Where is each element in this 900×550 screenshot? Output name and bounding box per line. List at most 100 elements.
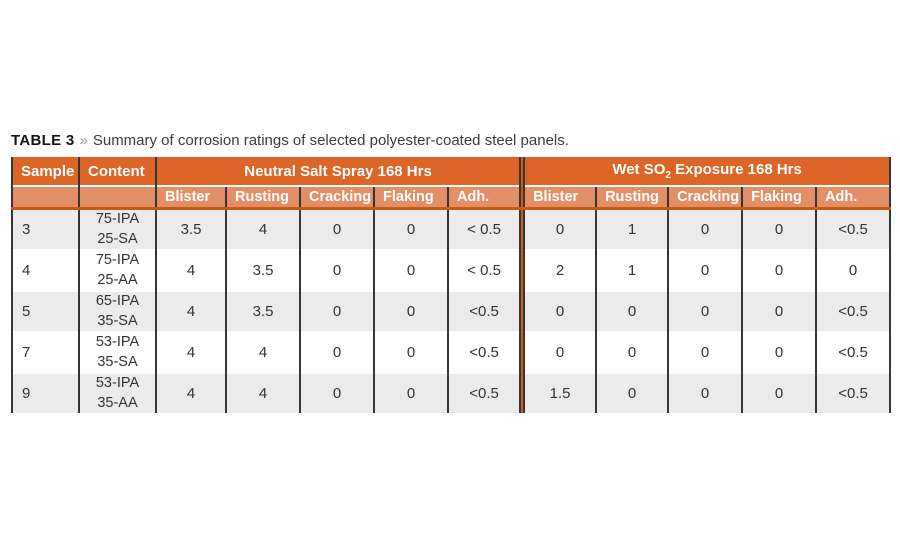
- nss-flaking-cell: 0: [373, 207, 448, 250]
- content-line2: 35-SA: [97, 312, 138, 329]
- wet-so2-prefix: Wet SO: [612, 161, 666, 178]
- nss-rusting-cell: 3.5: [225, 249, 300, 291]
- nss-rusting-cell: 4: [225, 372, 300, 413]
- header-sample-spacer: [11, 185, 79, 210]
- sample-cell: 7: [11, 331, 79, 373]
- content-line2: 35-AA: [97, 394, 138, 411]
- header-so2-adh: Adh.: [815, 185, 892, 210]
- nss-flaking-cell: 0: [373, 249, 448, 291]
- nss-adh-cell: <0.5: [446, 372, 521, 413]
- content-line2: 35-SA: [97, 353, 138, 370]
- header-sample: Sample: [11, 157, 79, 186]
- so2-rusting-cell: 0: [595, 290, 669, 332]
- nss-flaking-cell: 0: [373, 290, 448, 332]
- content-line1: 53-IPA: [95, 334, 140, 351]
- header-group-neutral-salt-spray: Neutral Salt Spray 168 Hrs: [154, 157, 521, 186]
- nss-blister-cell: 4: [155, 331, 226, 373]
- so2-flaking-cell: 0: [741, 249, 817, 291]
- group-divider: [519, 157, 525, 186]
- sample-cell: 4: [11, 249, 79, 291]
- so2-blister-cell: 0: [523, 331, 597, 373]
- so2-flaking-cell: 0: [741, 331, 817, 373]
- so2-adh-cell: <0.5: [815, 331, 892, 373]
- so2-flaking-cell: 0: [741, 207, 817, 250]
- so2-blister-cell: 1.5: [523, 372, 597, 413]
- content-line1: 75-IPA: [95, 211, 140, 228]
- nss-adh-cell: <0.5: [446, 290, 521, 332]
- nss-rusting-cell: 4: [225, 331, 300, 373]
- nss-blister-cell: 4: [155, 290, 226, 332]
- nss-adh-cell: < 0.5: [446, 207, 521, 250]
- content-line1: 65-IPA: [95, 293, 140, 310]
- table-caption-label: TABLE 3: [11, 132, 75, 149]
- table-caption-text: Summary of corrosion ratings of selected…: [92, 132, 569, 149]
- sample-cell: 5: [11, 290, 79, 332]
- table-row: 7 53-IPA 35-SA 4 4 0 0 <0.5 0 0 0 0 <0.5: [11, 331, 892, 373]
- so2-blister-cell: 0: [523, 290, 597, 332]
- so2-flaking-cell: 0: [741, 372, 817, 413]
- group-divider: [519, 373, 525, 413]
- corrosion-ratings-table-wrapper: Sample Content Neutral Salt Spray 168 Hr…: [11, 157, 892, 413]
- so2-blister-cell: 0: [523, 207, 597, 250]
- so2-blister-cell: 2: [523, 249, 597, 291]
- content-cell: 53-IPA 35-AA: [78, 372, 156, 413]
- table-row: 3 75-IPA 25-SA 3.5 4 0 0 < 0.5 0 1 0 0 <0…: [11, 207, 892, 250]
- sample-cell: 3: [11, 207, 79, 250]
- so2-cracking-cell: 0: [667, 207, 743, 250]
- header-group-wet-so2: Wet SO2 Exposure 168 Hrs: [523, 157, 892, 186]
- header-row-groups: Sample Content Neutral Salt Spray 168 Hr…: [11, 157, 892, 186]
- wet-so2-subscript: 2: [665, 170, 671, 181]
- group-divider: [519, 291, 525, 332]
- so2-cracking-cell: 0: [667, 372, 743, 413]
- corrosion-ratings-table: Sample Content Neutral Salt Spray 168 Hr…: [11, 157, 892, 413]
- so2-adh-cell: <0.5: [815, 207, 892, 250]
- header-nss-blister: Blister: [155, 185, 226, 210]
- content-cell: 75-IPA 25-AA: [78, 249, 156, 291]
- header-so2-rusting: Rusting: [595, 185, 669, 210]
- nss-flaking-cell: 0: [373, 331, 448, 373]
- table-row: 9 53-IPA 35-AA 4 4 0 0 <0.5 1.5 0 0 0 <0.…: [11, 372, 892, 413]
- content-line2: 25-AA: [97, 271, 138, 288]
- content-cell: 53-IPA 35-SA: [78, 331, 156, 373]
- group-divider: [519, 332, 525, 373]
- group-divider: [519, 208, 525, 250]
- wet-so2-suffix: Exposure 168 Hrs: [670, 161, 802, 178]
- nss-blister-cell: 4: [155, 249, 226, 291]
- so2-cracking-cell: 0: [667, 249, 743, 291]
- header-nss-cracking: Cracking: [299, 185, 374, 210]
- nss-cracking-cell: 0: [299, 249, 374, 291]
- header-nss-flaking: Flaking: [373, 185, 448, 210]
- nss-rusting-cell: 3.5: [225, 290, 300, 332]
- nss-cracking-cell: 0: [299, 372, 374, 413]
- content-line1: 53-IPA: [95, 375, 140, 392]
- header-nss-adh: Adh.: [446, 185, 521, 210]
- caption-separator-icon: »: [79, 132, 88, 149]
- so2-cracking-cell: 0: [667, 331, 743, 373]
- nss-cracking-cell: 0: [299, 290, 374, 332]
- nss-blister-cell: 4: [155, 372, 226, 413]
- header-nss-rusting: Rusting: [225, 185, 300, 210]
- nss-cracking-cell: 0: [299, 331, 374, 373]
- so2-cracking-cell: 0: [667, 290, 743, 332]
- group-divider: [519, 186, 525, 210]
- header-row-metrics: Blister Rusting Cracking Flaking Adh. Bl…: [11, 185, 892, 210]
- so2-rusting-cell: 1: [595, 249, 669, 291]
- nss-adh-cell: < 0.5: [446, 249, 521, 291]
- so2-flaking-cell: 0: [741, 290, 817, 332]
- nss-cracking-cell: 0: [299, 207, 374, 250]
- header-content-spacer: [78, 185, 156, 210]
- content-cell: 65-IPA 35-SA: [78, 290, 156, 332]
- so2-adh-cell: <0.5: [815, 372, 892, 413]
- table-caption: TABLE 3» Summary of corrosion ratings of …: [11, 132, 569, 149]
- so2-rusting-cell: 1: [595, 207, 669, 250]
- header-so2-cracking: Cracking: [667, 185, 743, 210]
- content-cell: 75-IPA 25-SA: [78, 207, 156, 250]
- nss-flaking-cell: 0: [373, 372, 448, 413]
- group-divider: [519, 250, 525, 291]
- header-so2-blister: Blister: [523, 185, 597, 210]
- header-so2-flaking: Flaking: [741, 185, 817, 210]
- nss-rusting-cell: 4: [225, 207, 300, 250]
- content-line1: 75-IPA: [95, 252, 140, 269]
- so2-adh-cell: <0.5: [815, 290, 892, 332]
- table-row: 5 65-IPA 35-SA 4 3.5 0 0 <0.5 0 0 0 0 <0.…: [11, 290, 892, 332]
